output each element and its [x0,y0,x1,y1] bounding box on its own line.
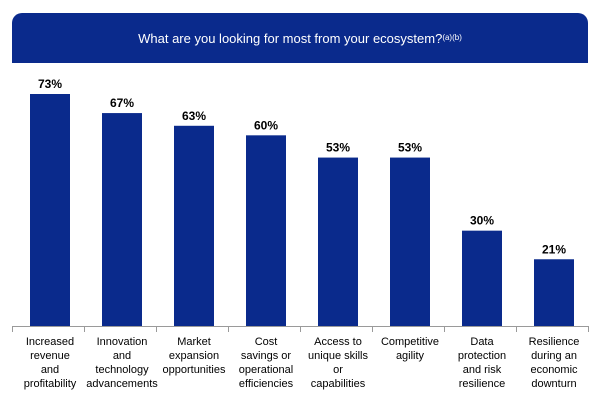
category-label-line: Market [177,336,211,348]
category-label-line: efficiencies [239,378,294,390]
category-label-line: Access to [314,336,362,348]
category-label-line: expansion [169,350,219,362]
bar-0 [30,94,70,326]
category-label-line: during an [531,350,577,362]
bar-6 [462,230,502,326]
category-label-line: Competitive [381,336,439,348]
data-label-5: 53% [398,141,422,155]
category-label-3: Cost savings or operational efficiencies [239,336,294,390]
bar-3 [246,135,286,326]
data-label-7: 21% [542,242,566,256]
bar-5 [390,157,430,326]
category-label-line: profitability [24,378,77,390]
category-label-line: downturn [531,378,576,390]
data-label-0: 73% [38,77,62,91]
data-label-3: 60% [254,118,278,132]
category-label-line: Resilience [529,336,580,348]
category-label-line: capabilities [311,378,366,390]
category-label-line: technology [95,364,149,376]
category-label-5: Competitive agility [381,336,439,362]
category-label-line: protection [458,350,506,362]
category-label-line: Innovation [97,336,148,348]
category-label-7: Resilience during an economic downturn [529,336,580,390]
category-label-line: Data [470,336,494,348]
category-label-line: advancements [86,378,158,390]
bar-1 [102,113,142,326]
data-label-4: 53% [326,141,350,155]
category-label-6: Data protection and risk resilience [458,336,506,390]
chart-title: What are you looking for most from your … [138,30,443,46]
category-label-line: Increased [26,336,74,348]
data-label-1: 67% [110,96,134,110]
category-label-line: savings or [241,350,291,362]
bar-7 [534,259,574,326]
category-label-line: and [41,364,59,376]
category-label-line: opportunities [163,364,226,376]
category-label-line: agility [396,350,425,362]
category-label-line: Cost [255,336,278,348]
chart-title-footnote: (a)(b) [442,32,462,42]
category-label-0: Increased revenue and profitability [24,336,77,390]
category-label-line: revenue [30,350,70,362]
chart-title-banner: What are you looking for most from your … [12,13,588,63]
data-label-6: 30% [470,214,494,228]
bar-4 [318,157,358,326]
category-label-4: Access to unique skills or capabilities [308,336,368,390]
category-label-line: and risk [463,364,502,376]
category-label-line: resilience [459,378,505,390]
category-label-1: Innovation and technology advancements [86,336,158,390]
bar-2 [174,125,214,326]
category-label-2: Market expansion opportunities [163,336,226,376]
category-label-line: operational [239,364,293,376]
category-label-line: or [333,364,343,376]
category-label-line: and [113,350,131,362]
category-label-line: economic [530,364,578,376]
category-label-line: unique skills [308,350,368,362]
data-label-2: 63% [182,109,206,123]
